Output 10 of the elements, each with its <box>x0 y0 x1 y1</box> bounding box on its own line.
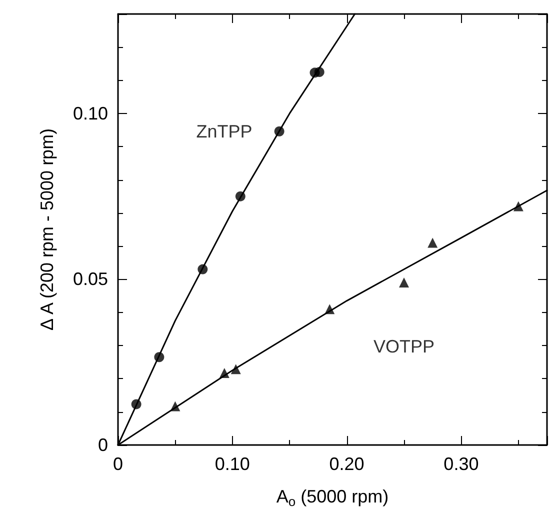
x-tick-label: 0.10 <box>214 454 250 474</box>
x-tick-label: 0.30 <box>444 454 479 474</box>
y-tick-label: 0.10 <box>72 103 108 124</box>
x-tick-label: 0.20 <box>329 454 364 474</box>
series-label: ZnTPP <box>196 121 252 142</box>
y-axis-title: Δ A (200 rpm - 5000 rpm) <box>37 128 57 331</box>
y-tick-label: 0.05 <box>72 269 108 290</box>
text: VOTPP <box>373 336 435 357</box>
y-tick-label: 0 <box>98 435 108 455</box>
x-tick-label: 0 <box>112 454 124 474</box>
